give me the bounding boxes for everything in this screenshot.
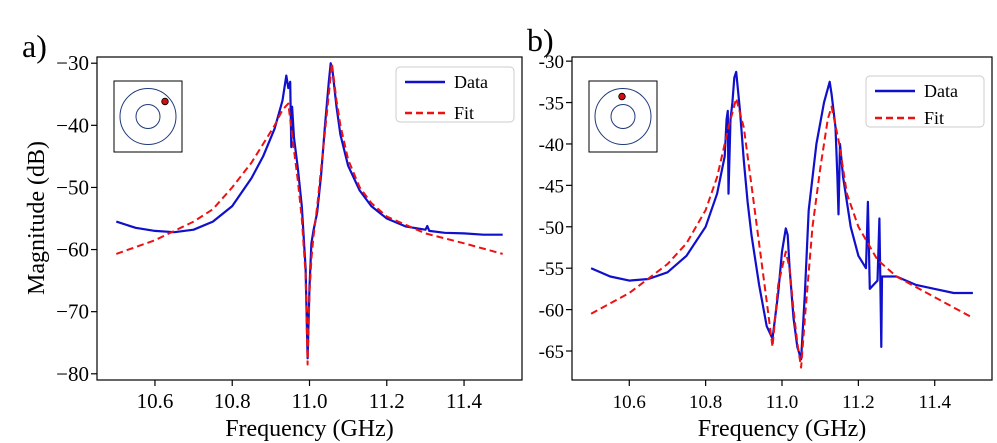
y-tick-label: -40 xyxy=(539,135,564,156)
y-tick-label: -30 xyxy=(539,52,564,73)
legend: Data Fit xyxy=(395,66,515,123)
inner-ring xyxy=(610,104,636,129)
x-tick-label: 11.4 xyxy=(446,389,482,413)
x-tick-label: 10.8 xyxy=(689,392,722,413)
y-tick-label: -50 xyxy=(539,218,564,239)
y-tick-label: −30 xyxy=(56,51,89,75)
x-tick-label: 10.6 xyxy=(137,389,174,413)
inset-schematic xyxy=(588,80,658,153)
panel-b: b) 10.6 10.8 11.0 11.2 11.4 -65 -60 -55 -50 -45 -40… xyxy=(527,22,993,442)
x-tick-label: 11.0 xyxy=(292,389,328,413)
probe-dot xyxy=(161,97,169,106)
y-tick-label: -65 xyxy=(539,342,564,363)
legend-box xyxy=(865,75,985,128)
y-tick-label: -35 xyxy=(539,94,564,115)
x-tick-label: 11.2 xyxy=(369,389,405,413)
y-tick-label: -60 xyxy=(539,301,564,322)
x-tick-label: 11.4 xyxy=(918,392,951,413)
y-axis-label: Magnitude (dB) xyxy=(24,141,50,295)
legend-label: Fit xyxy=(924,108,944,128)
fit-series-line xyxy=(115,62,503,366)
panel-label: a) xyxy=(22,28,47,64)
panel-label: b) xyxy=(527,22,554,58)
x-axis-label: Frequency (GHz) xyxy=(225,416,394,442)
inset-schematic xyxy=(113,80,183,153)
x-tick-label: 11.0 xyxy=(766,392,799,413)
x-tick-label: 11.2 xyxy=(842,392,875,413)
legend-box xyxy=(395,66,515,123)
inset-frame xyxy=(113,80,183,153)
y-tick-label: −70 xyxy=(56,300,89,324)
outer-ring xyxy=(119,88,177,145)
y-tick-label: −40 xyxy=(56,113,89,137)
panel-a: a) 10.6 10.8 11.0 11.2 11.4 −80 −70 −60 −50 −40 −30… xyxy=(22,28,523,442)
outer-ring xyxy=(594,88,652,145)
x-tick-label: 10.8 xyxy=(214,389,251,413)
legend: Data Fit xyxy=(865,75,985,128)
legend-label: Data xyxy=(454,72,488,92)
legend-label: Data xyxy=(924,81,958,101)
legend-label: Fit xyxy=(454,103,474,123)
inset-frame xyxy=(588,80,658,153)
fit-series-line xyxy=(590,97,974,369)
x-tick-label: 10.6 xyxy=(613,392,646,413)
y-tick-label: −50 xyxy=(56,175,89,199)
x-axis-label: Frequency (GHz) xyxy=(698,416,867,442)
y-tick-label: −60 xyxy=(56,238,89,262)
y-tick-label: -55 xyxy=(539,259,564,280)
inner-ring xyxy=(135,104,161,129)
y-tick-label: -45 xyxy=(539,176,564,197)
probe-dot xyxy=(618,92,626,101)
y-tick-label: −80 xyxy=(56,362,89,386)
